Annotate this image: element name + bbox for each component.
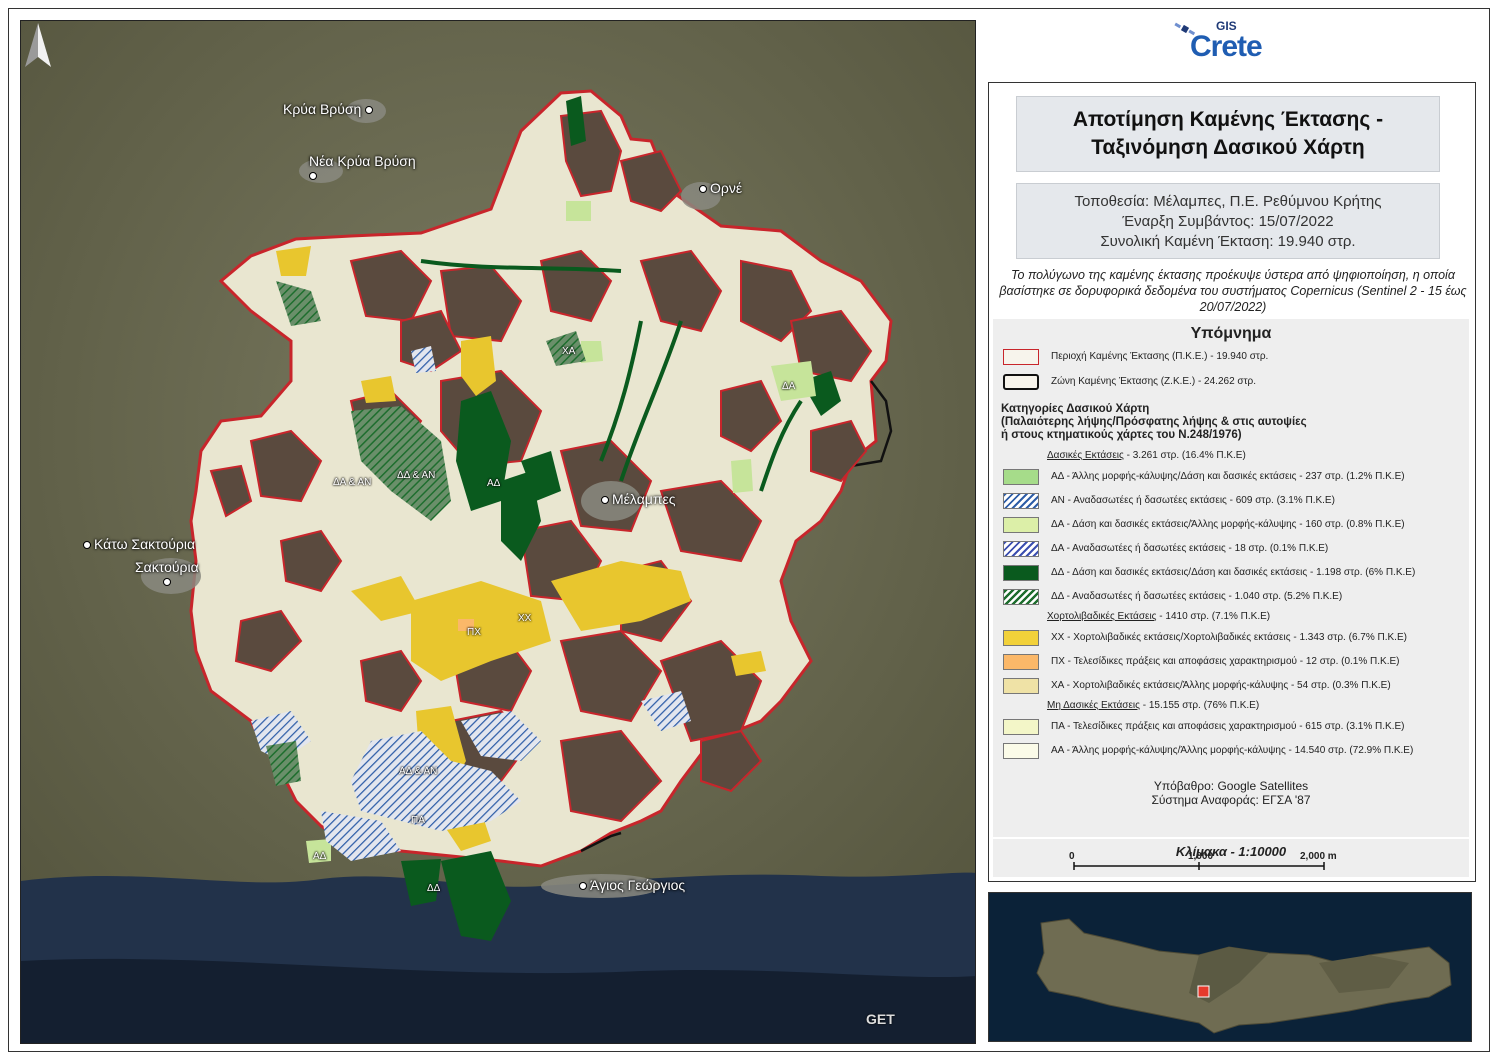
logo-crete-text: Crete: [1190, 30, 1263, 63]
map-canvas: [21, 21, 975, 1043]
side-panel: Αποτίμηση Καμένης Έκτασης - Ταξινόμηση Δ…: [988, 82, 1476, 882]
inset-map-canvas: [1036, 918, 1452, 1034]
legend-swatch-pa: [1003, 719, 1039, 735]
legend-swatch-dd: [1003, 565, 1039, 581]
info-start-date: Έναρξη Συμβάντος: 15/07/2022: [1122, 213, 1334, 230]
scale-title: Κλίμακα - 1:10000: [1175, 844, 1287, 859]
px-patch: [458, 619, 474, 631]
cat-label-ad-an: ΑΔ & ΑΝ: [399, 766, 438, 777]
scale-tick-2000: 2,000 m: [1300, 851, 1337, 862]
burned-zone-outline-east: [850, 380, 893, 468]
legend-swatch-ad: [1003, 469, 1039, 485]
legend-categories-heading: Κατηγορίες Δασικού Χάρτη (Παλαιότερης λή…: [1001, 403, 1307, 441]
legend-title: Υπόμνημα: [1190, 325, 1272, 342]
reforest-green-hatch: [266, 281, 586, 786]
legend-swatch-burned-zone: [1003, 374, 1039, 390]
scale-bar-line: [1073, 862, 1325, 870]
legend-basemap-info: Υπόβαθρο: Google Satellites Σύστημα Αναφ…: [1151, 779, 1311, 807]
place-label-kato-saktouria: Κάτω Σακτούρια: [83, 536, 195, 552]
scale-box: Κλίμακα - 1:10000: [993, 839, 1469, 877]
deep-sea: [21, 958, 975, 1043]
map-title: Αποτίμηση Καμένης Έκτασης - Ταξινόμηση Δ…: [1016, 96, 1440, 172]
cat-label-pa: ΠΑ: [411, 815, 425, 826]
title-line-1: Αποτίμηση Καμένης Έκτασης -: [1072, 108, 1384, 131]
burned-zone-outline-south: [580, 831, 622, 853]
cat-label-da: ΔΑ: [782, 381, 796, 392]
place-label-melampes: Μέλαμπες: [601, 491, 676, 507]
legend-group-grassland: Χορτολιβαδικές Εκτάσεις - 1410 στρ. (7.1…: [1047, 611, 1271, 622]
scale-bar: 0 1,000 2,000 m: [988, 850, 1476, 890]
place-label-orne: Ορνέ: [699, 180, 742, 196]
scale-tick-0: 0: [1069, 851, 1075, 862]
get-logo: GET: [866, 1011, 895, 1027]
legend: Υπόμνημα Περιοχή Καμένης Έκτασης (Π.Κ.Ε.…: [993, 319, 1469, 837]
legend-group-forest: Δασικές Εκτάσεις - 3.261 στρ. (16.4% Π.Κ…: [1047, 450, 1246, 461]
cat-label-px: ΠΧ: [467, 627, 481, 638]
legend-swatch-aa: [1003, 743, 1039, 759]
cat-label-ad: ΑΔ: [487, 478, 501, 489]
legend-swatch-dd-hatch: [1003, 589, 1039, 605]
info-location: Τοποθεσία: Μέλαμπες, Π.Ε. Ρεθύμνου Κρήτη…: [1074, 193, 1382, 210]
legend-swatch-da-hatch: [1003, 541, 1039, 557]
legend-swatch-da: [1003, 517, 1039, 533]
place-dot-nea-krya-vrysi: [309, 167, 320, 183]
cat-label-dd-an: ΔΔ & ΑΝ: [397, 470, 436, 481]
title-line-2: Ταξινόμηση Δασικού Χάρτη: [1091, 136, 1365, 159]
place-label-agios-georgios: Άγιος Γεώργιος: [579, 877, 685, 893]
place-dot-saktouria: [163, 573, 174, 589]
legend-swatch-xx: [1003, 630, 1039, 646]
study-area-marker: [1197, 985, 1210, 998]
legend-swatch-an: [1003, 493, 1039, 509]
north-arrow-icon: [25, 23, 51, 67]
event-info: Τοποθεσία: Μέλαμπες, Π.Ε. Ρεθύμνου Κρήτη…: [1016, 183, 1440, 259]
info-total-area: Συνολική Καμένη Έκταση: 19.940 στρ.: [1100, 233, 1356, 250]
satellite-icon: [1174, 22, 1196, 36]
page-frame: [8, 8, 1490, 1052]
gis-crete-logo: GIS Crete: [1170, 14, 1280, 76]
cat-label-da-an: ΔΑ & ΑΝ: [333, 477, 372, 488]
source-note: Το πολύγωνο της καμένης έκτασης προέκυψε…: [999, 268, 1467, 314]
crete-mountains-east: [1319, 955, 1409, 993]
cat-label-xx: ΧΧ: [518, 613, 532, 624]
scale-tick-1000: 1,000: [1188, 851, 1214, 862]
logo-gis-text: GIS: [1216, 19, 1237, 33]
legend-swatch-xa: [1003, 678, 1039, 694]
cat-label-xa: ΧΑ: [562, 346, 576, 357]
light-forest-patches: [306, 201, 816, 863]
legend-swatch-px: [1003, 654, 1039, 670]
place-label-saktouria: Σακτούρια: [135, 559, 199, 575]
reforest-blue-hatch: [251, 346, 691, 861]
legend-swatch-burned-area: [1003, 349, 1039, 365]
cat-label-dd: ΔΔ: [427, 883, 441, 894]
legend-group-nonforest: Μη Δασικές Εκτάσεις - 15.155 στρ. (76% Π…: [1047, 700, 1260, 711]
place-label-nea-krya-vrysi: Νέα Κρύα Βρύση: [309, 153, 416, 169]
cat-label-ad-2: ΑΔ: [313, 851, 327, 862]
inset-map-crete[interactable]: [988, 892, 1472, 1042]
place-label-krya-vrysi: Κρύα Βρύση: [283, 101, 376, 117]
forest-patches: [401, 96, 841, 941]
riparian-forest: [420, 259, 803, 492]
main-map[interactable]: Κρύα Βρύση Νέα Κρύα Βρύση Ορνέ Κάτω Σακτ…: [20, 20, 976, 1044]
